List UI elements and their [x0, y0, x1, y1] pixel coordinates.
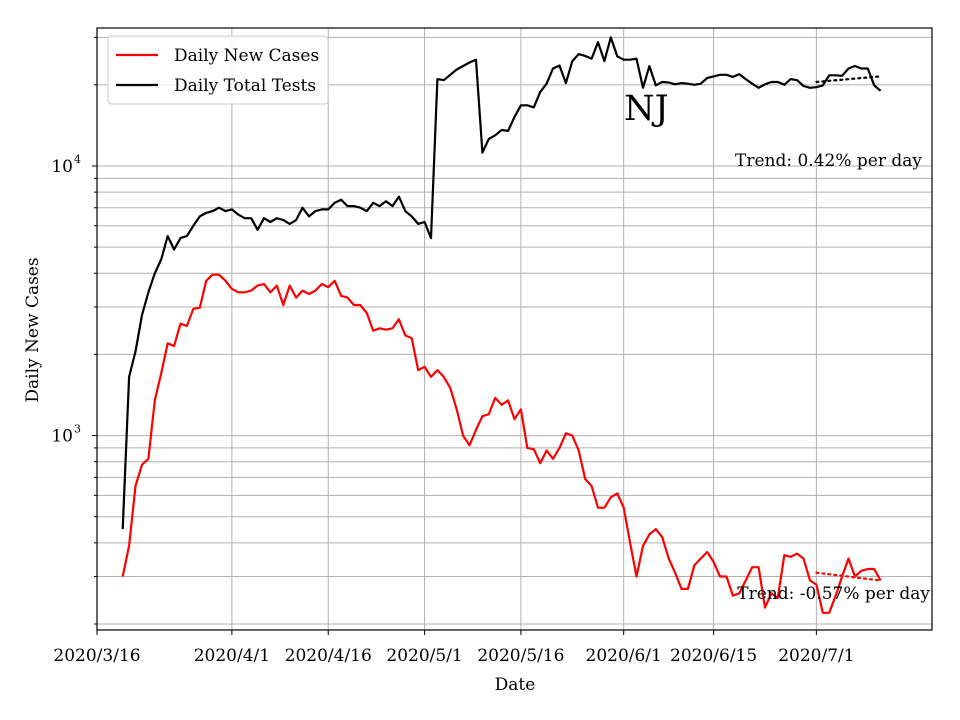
x-tick-label: 2020/4/1 [194, 646, 270, 666]
series-line-0 [121, 273, 882, 614]
x-tick-label: 2020/6/15 [670, 646, 757, 666]
x-tick-label: 2020/4/16 [285, 646, 372, 666]
legend-label-cases: Daily New Cases [174, 46, 319, 66]
x-axis: 2020/3/16 2020/4/1 2020/4/16 2020/5/1 2020/5… [53, 630, 855, 666]
x-tick-label: 2020/5/16 [477, 646, 564, 666]
legend-label-tests: Daily Total Tests [174, 76, 316, 96]
trend-line-0 [815, 571, 882, 582]
state-label: NJ [624, 89, 669, 129]
legend: Daily New Cases Daily Total Tests [107, 35, 329, 105]
x-tick-label: 2020/7/1 [778, 646, 854, 666]
y-tick-label: 10 [51, 157, 73, 177]
tests-trend-label: Trend: 0.42% per day [735, 151, 922, 171]
cases-trend-label: Trend: -0.57% per day [737, 584, 930, 604]
plot-frame [96, 27, 933, 631]
y-tick-label: 10 [51, 427, 73, 447]
x-tick-label: 2020/3/16 [53, 646, 140, 666]
x-axis-label: Date [495, 675, 536, 695]
series-line-1 [121, 36, 882, 530]
x-tick-label: 2020/5/1 [386, 646, 462, 666]
y-tick-exponent: 4 [74, 153, 81, 166]
grid [96, 28, 932, 630]
series-layer [121, 36, 882, 614]
trend-line-1 [815, 75, 882, 84]
y-axis-label: Daily New Cases [23, 257, 43, 402]
x-tick-label: 2020/6/1 [586, 646, 662, 666]
legend-box [107, 35, 329, 105]
y-tick-exponent: 3 [74, 423, 81, 436]
